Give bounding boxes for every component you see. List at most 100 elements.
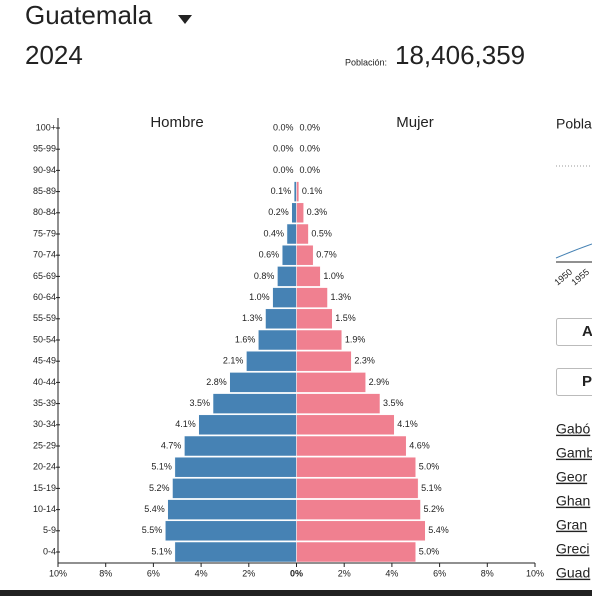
- value-label: 4.1%: [397, 419, 418, 429]
- bar: [258, 330, 296, 350]
- country-link[interactable]: Gran: [556, 517, 587, 533]
- value-label: 1.6%: [235, 334, 256, 344]
- value-label: 0.6%: [259, 250, 280, 260]
- button-label: P: [582, 373, 592, 390]
- age-label: 80-84: [33, 207, 56, 217]
- x-tick-label: 8%: [481, 568, 494, 578]
- bar: [282, 245, 296, 265]
- value-label: 0.5%: [311, 228, 332, 238]
- bar: [297, 245, 314, 265]
- bar: [230, 372, 297, 392]
- country-link[interactable]: Geor: [556, 469, 587, 485]
- value-label: 3.5%: [383, 398, 404, 408]
- button-label: A: [582, 323, 592, 340]
- value-label: 0.0%: [300, 144, 321, 154]
- age-label: 45-49: [33, 356, 56, 366]
- x-tick-label: 10%: [526, 568, 544, 578]
- value-label: 0.0%: [273, 122, 294, 132]
- bar: [297, 457, 416, 477]
- mini-axis-label: 1950: [552, 267, 574, 288]
- age-label: 90-94: [33, 165, 56, 175]
- bar: [297, 500, 421, 520]
- bar: [184, 436, 296, 456]
- value-label: 1.0%: [249, 292, 270, 302]
- age-label: 25-29: [33, 440, 56, 450]
- age-label: 5-9: [43, 525, 56, 535]
- age-label: 50-54: [33, 334, 56, 344]
- age-label: 75-79: [33, 228, 56, 238]
- bar: [213, 394, 296, 414]
- value-label: 4.1%: [175, 419, 196, 429]
- value-label: 0.3%: [307, 207, 328, 217]
- value-label: 0.2%: [268, 207, 289, 217]
- bar: [297, 203, 304, 223]
- legend-label: Hombre: [150, 114, 203, 131]
- age-label: 40-44: [33, 377, 56, 387]
- age-label: 30-34: [33, 419, 56, 429]
- bottom-bar: [0, 590, 592, 596]
- x-tick-label: 6%: [433, 568, 446, 578]
- age-label: 15-19: [33, 483, 56, 493]
- mini-line: [556, 244, 592, 258]
- value-label: 5.0%: [419, 546, 440, 556]
- country-link[interactable]: Ghan: [556, 493, 590, 509]
- value-label: 1.5%: [335, 313, 356, 323]
- value-label: 2.9%: [369, 377, 390, 387]
- x-tick-label: 6%: [147, 568, 160, 578]
- x-tick-label: 8%: [99, 568, 112, 578]
- value-label: 2.8%: [206, 377, 227, 387]
- value-label: 5.5%: [142, 525, 163, 535]
- age-label: 0-4: [43, 546, 56, 556]
- age-label: 95-99: [33, 144, 56, 154]
- country-link[interactable]: Greci: [556, 541, 589, 557]
- country-link[interactable]: Gamb: [556, 445, 592, 461]
- bar: [199, 415, 297, 435]
- age-label: 100+: [36, 122, 56, 132]
- value-label: 3.5%: [190, 398, 211, 408]
- population-label: Población:: [345, 57, 387, 67]
- dropdown-arrow[interactable]: [178, 15, 192, 24]
- bar: [273, 288, 297, 308]
- bar: [246, 351, 296, 371]
- bar: [297, 436, 407, 456]
- bar: [297, 478, 419, 498]
- value-label: 2.1%: [223, 356, 244, 366]
- country-link[interactable]: Guad: [556, 565, 590, 581]
- value-label: 5.2%: [149, 483, 170, 493]
- value-label: 0.0%: [300, 122, 321, 132]
- value-label: 0.8%: [254, 271, 275, 281]
- legend-label: Mujer: [396, 114, 434, 131]
- age-label: 55-59: [33, 313, 56, 323]
- bar: [297, 309, 333, 329]
- x-tick-label: 4%: [195, 568, 208, 578]
- population: 18,406,359: [395, 40, 525, 70]
- country-link[interactable]: Gabó: [556, 421, 590, 437]
- bar: [297, 288, 328, 308]
- bar: [277, 266, 296, 286]
- value-label: 4.7%: [161, 440, 182, 450]
- bar: [297, 521, 426, 541]
- x-tick-label: 10%: [49, 568, 67, 578]
- value-label: 2.3%: [354, 356, 375, 366]
- bar: [297, 266, 321, 286]
- age-label: 35-39: [33, 398, 56, 408]
- bar: [265, 309, 296, 329]
- value-label: 1.3%: [242, 313, 263, 323]
- value-label: 1.0%: [323, 271, 344, 281]
- bar: [297, 415, 395, 435]
- value-label: 5.0%: [419, 462, 440, 472]
- bar: [175, 457, 297, 477]
- bar: [297, 351, 352, 371]
- value-label: 5.1%: [151, 546, 172, 556]
- age-label: 70-74: [33, 250, 56, 260]
- value-label: 0.1%: [271, 186, 292, 196]
- value-label: 4.6%: [409, 440, 430, 450]
- bar: [297, 330, 342, 350]
- mini-axis-label: 1955: [569, 267, 591, 288]
- age-label: 10-14: [33, 504, 56, 514]
- value-label: 0.0%: [273, 144, 294, 154]
- bar: [172, 478, 296, 498]
- value-label: 0.7%: [316, 250, 337, 260]
